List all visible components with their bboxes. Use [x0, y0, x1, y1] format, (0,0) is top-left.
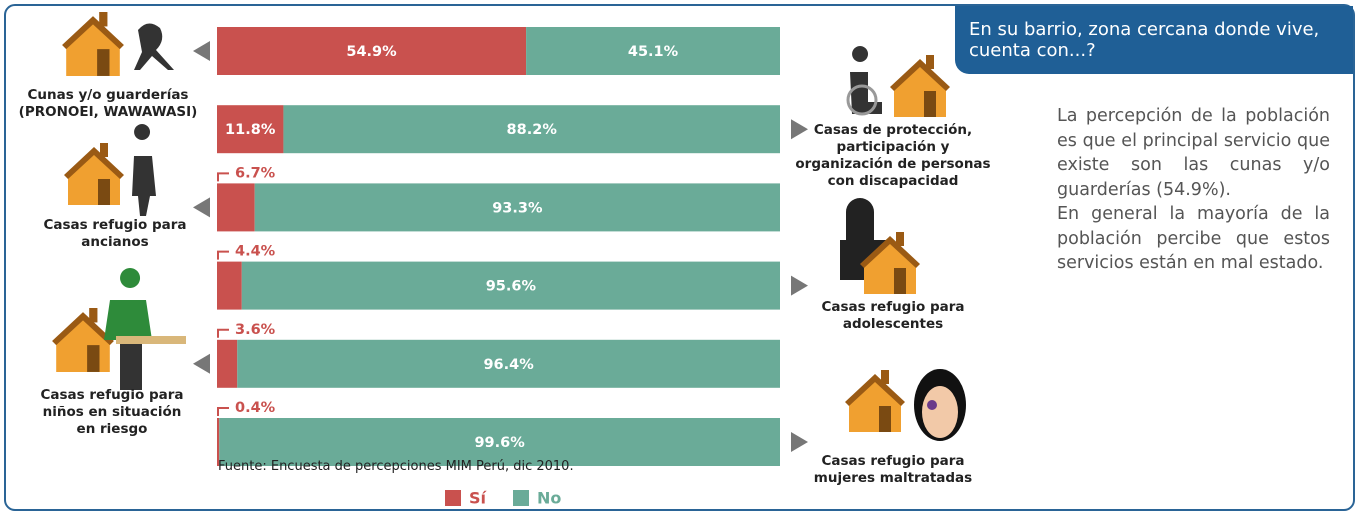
bar-segment: [219, 418, 780, 466]
bar-segment: [217, 339, 238, 388]
value-label: 93.3%: [492, 200, 543, 216]
value-label: 0.4%: [235, 400, 276, 416]
legend-label: Sí: [469, 489, 488, 508]
pointer: [193, 353, 210, 374]
pointer: [791, 275, 808, 296]
bar-segment: [254, 183, 780, 232]
category-label: Casas refugio para niños en situación en…: [40, 387, 184, 437]
value-label: 45.1%: [628, 44, 679, 60]
label-bracket: [217, 250, 229, 260]
legend-swatch: [445, 490, 461, 506]
pointer: [791, 119, 808, 140]
frame: [4, 4, 1355, 511]
label-bracket: [217, 172, 229, 182]
pointer: [791, 432, 808, 452]
category-label: Casas refugio para ancianos: [43, 217, 187, 250]
bar-segment: [217, 418, 220, 466]
category-label: Casas refugio para mujeres maltratadas: [813, 453, 973, 486]
value-label: 99.6%: [474, 435, 525, 451]
value-label: 96.4%: [483, 357, 534, 373]
category-label: Casas de protección, participación y org…: [795, 122, 991, 189]
pointer: [193, 197, 210, 218]
category-label: Cunas y/o guarderías (PRONOEI, WAWAWASI): [18, 87, 198, 120]
commentary: La percepción de la población es que el …: [1057, 104, 1330, 276]
bar-segment: [241, 261, 781, 310]
bar-segment: [283, 105, 780, 154]
label-bracket: [217, 328, 229, 338]
bar-segment: [217, 183, 255, 232]
paragraph: La percepción de la población es que el …: [1057, 106, 1330, 200]
bar-segment: [217, 27, 527, 75]
value-label: 6.7%: [235, 165, 276, 181]
bar-segment: [237, 339, 780, 388]
value-label: 11.8%: [225, 122, 276, 138]
paragraph: En general la mayoría de la población pe…: [1057, 204, 1330, 273]
value-label: 95.6%: [486, 279, 537, 295]
bar-segment: [217, 261, 242, 310]
header-title: En su barrio, zona cercana donde vive, c…: [955, 6, 1353, 74]
legend-label: No: [537, 489, 561, 508]
value-label: 3.6%: [235, 322, 276, 338]
source-note: Fuente: Encuesta de percepciones MIM Per…: [218, 459, 574, 474]
pointer: [193, 41, 210, 61]
bar-segment: [526, 27, 780, 75]
category-label: Casas refugio para adolescentes: [821, 299, 965, 332]
label-bracket: [217, 407, 229, 416]
legend-swatch: [513, 490, 529, 506]
icons: [52, 12, 966, 441]
value-label: 88.2%: [507, 122, 558, 138]
bar-segment: [217, 105, 284, 154]
value-label: 54.9%: [346, 44, 397, 60]
value-label: 4.4%: [235, 244, 276, 260]
